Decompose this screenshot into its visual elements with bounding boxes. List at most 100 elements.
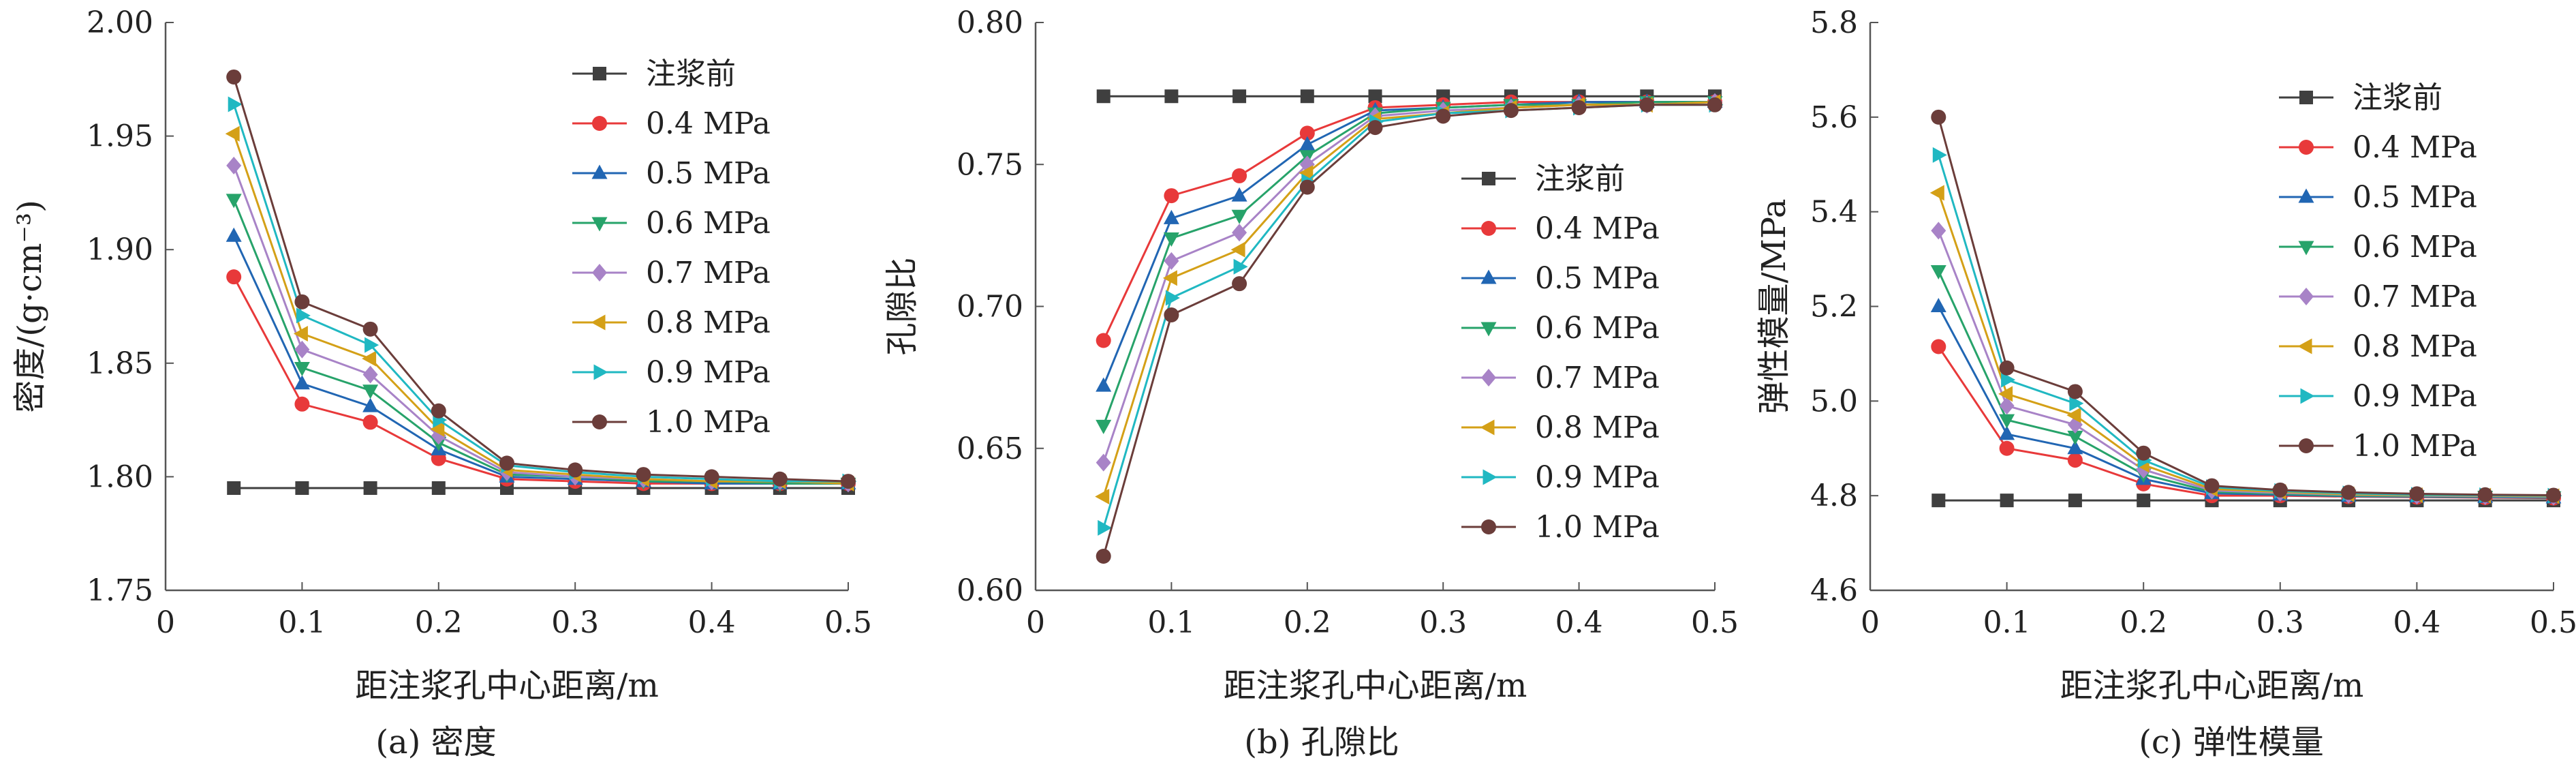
data-point [294,294,310,309]
data-point [431,403,446,419]
data-point [2067,453,2083,468]
panel-density: 0 0.1 0.2 0.3 0.4 0.5 1.75 1.80 1.85 1.90 1.95 2.00… [11,5,872,761]
legend-label: 0.6 MPa [2353,230,2477,264]
data-point [294,361,310,376]
legend-label: 注浆前 [646,57,736,91]
data-point [1299,165,1314,181]
data-point [1096,549,1111,564]
data-point [1095,489,1110,505]
legend-marker [592,116,607,131]
legend-label: 0.8 MPa [1535,410,1660,445]
data-point [1299,179,1315,195]
legend-label: 0.9 MPa [2353,379,2477,414]
y-tick-label: 0.80 [957,5,1023,40]
x-tick-label: 0.5 [2530,605,2576,640]
data-point [499,455,514,471]
legend-label: 0.8 MPa [646,305,771,340]
legend-marker [2299,288,2314,305]
data-point [1503,103,1519,119]
legend-label: 0.7 MPa [1535,361,1660,395]
data-point [1232,89,1247,104]
panel-caption: (b) 孔隙比 [1244,723,1399,761]
y-tick-label: 1.75 [87,573,153,608]
data-point [225,125,240,142]
legend-marker [2297,338,2312,354]
y-tick-label: 1.90 [87,232,153,267]
data-point [1098,519,1113,536]
data-point [1232,276,1247,292]
data-point [1999,425,2015,440]
data-point [362,350,377,367]
data-point [226,194,242,209]
data-point [1998,386,2013,402]
data-point [1931,109,1946,125]
data-point [227,481,241,496]
series-line [1937,117,2554,496]
data-point [1163,209,1179,224]
data-point [1299,125,1315,141]
series-line [232,104,848,483]
legend-label: 1.0 MPa [1535,510,1660,545]
data-point [1571,100,1587,115]
data-point [2067,440,2083,455]
data-point [362,397,379,412]
data-point [2137,494,2151,508]
y-tick-label: 5.2 [1810,290,1858,324]
legend-marker [2298,241,2314,256]
legend-marker [591,164,608,179]
data-point [1096,333,1111,348]
legend-label: 0.5 MPa [2353,180,2477,215]
data-point [293,325,308,342]
data-point [1164,307,1179,322]
y-tick-label: 0.65 [957,431,1023,466]
legend-marker [591,217,608,232]
data-point [1299,136,1316,151]
data-point [1929,185,1944,201]
data-point [294,340,310,359]
legend-label: 0.4 MPa [2353,130,2477,165]
x-tick-label: 0.1 [1983,605,2031,640]
panel-caption: (a) 密度 [375,723,496,761]
x-tick-label: 0.5 [824,605,872,640]
density-chart: 0 0.1 0.2 0.3 0.4 0.5 1.75 1.80 1.85 1.90 1.95 2.00… [11,5,872,705]
legend-label: 0.4 MPa [1535,211,1660,246]
data-point [226,69,242,85]
data-point [362,384,379,399]
legend-marker [1482,172,1495,185]
y-tick-label: 1.95 [87,119,153,154]
y-tick-label: 1.85 [87,346,153,381]
y-tick-label: 4.6 [1810,573,1858,608]
data-point [1300,89,1314,104]
data-point [1231,209,1247,224]
legend-label: 0.5 MPa [646,156,771,191]
data-point [431,481,446,496]
data-point [1162,270,1177,286]
legend-marker [592,414,607,429]
y-axis-title: 密度/(g·cm⁻³) [11,200,49,413]
data-point [1436,108,1451,124]
legend-label: 0.7 MPa [2353,279,2477,314]
data-point [2067,384,2083,399]
series-line [1938,346,2554,500]
x-tick-label: 0.2 [1284,605,1331,640]
data-point [2477,487,2493,502]
data-point [636,467,651,483]
data-point [1164,89,1179,104]
data-point [294,396,310,412]
x-tick-label: 0.1 [278,605,326,640]
legend-marker [592,264,607,282]
legend-marker [1481,369,1496,386]
data-point [1367,120,1383,136]
legend-marker [2300,388,2315,404]
y-axis-title: 孔隙比 [883,257,921,355]
data-point [2066,407,2081,423]
data-point [2341,485,2357,500]
data-point [296,307,311,324]
legend-label: 注浆前 [1535,162,1625,196]
series-line [1102,101,1716,498]
legend-label: 0.7 MPa [646,256,771,290]
data-point [226,156,242,175]
legend-marker [591,314,606,331]
x-tick-label: 0.4 [2393,605,2440,640]
